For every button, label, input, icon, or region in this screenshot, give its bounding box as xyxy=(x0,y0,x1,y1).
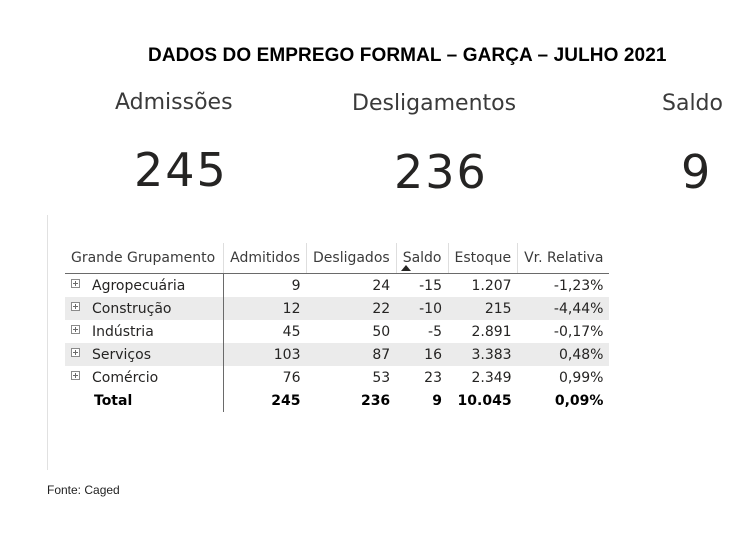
table-row: Indústria 45 50 -5 2.891 -0,17% xyxy=(65,320,609,343)
cell-desligados: 50 xyxy=(372,323,391,340)
total-desligados: 236 xyxy=(360,392,391,409)
kpi-saldo-value: 9 xyxy=(681,145,713,199)
row-label: Indústria xyxy=(92,323,154,340)
total-saldo: 9 xyxy=(432,392,442,409)
cell-desligados: 53 xyxy=(372,369,391,386)
row-label: Comércio xyxy=(92,369,159,386)
row-label: Serviços xyxy=(92,346,151,363)
sort-ascending-icon xyxy=(400,265,411,271)
kpi-desligamentos-label: Desligamentos xyxy=(352,91,517,116)
col-header-vr-relativa[interactable]: Vr. Relativa xyxy=(517,243,610,274)
row-label-cell: Comércio xyxy=(65,366,224,389)
cell-admitidos: 12 xyxy=(223,297,307,320)
cell-estoque: 2.349 xyxy=(471,369,512,386)
cell-vr-relativa: -4,44% xyxy=(517,297,610,320)
cell-estoque: 215 xyxy=(448,297,518,320)
row-label-cell: Agropecuária xyxy=(65,273,224,297)
kpi-admissoes-label: Admissões xyxy=(115,90,233,115)
kpi-admissoes-value: 245 xyxy=(134,143,228,197)
cell-vr-relativa: 0,48% xyxy=(517,343,610,366)
col-header-admitidos[interactable]: Admitidos xyxy=(223,243,307,274)
source-note: Fonte: Caged xyxy=(47,483,120,497)
col-header-saldo[interactable]: Saldo xyxy=(396,243,449,274)
expand-icon[interactable] xyxy=(71,371,80,380)
col-header-grande-grupamento[interactable]: Grande Grupamento xyxy=(65,243,224,274)
col-header-saldo-label: Saldo xyxy=(402,250,442,266)
cell-saldo: 16 xyxy=(396,343,448,366)
col-header-desligados[interactable]: Desligados xyxy=(306,243,397,274)
row-label: Agropecuária xyxy=(92,277,186,294)
kpi-desligamentos-value: 236 xyxy=(394,145,488,199)
total-label: Total xyxy=(65,389,224,412)
cell-saldo: -5 xyxy=(428,323,442,340)
total-vr-relativa: 0,09% xyxy=(554,392,604,409)
table-row: Comércio 76 53 23 2.349 0,99% xyxy=(65,366,609,389)
row-label-cell: Construção xyxy=(65,297,224,320)
cell-desligados: 24 xyxy=(372,277,391,294)
report-title: DADOS DO EMPREGO FORMAL – GARÇA – JULHO … xyxy=(148,45,667,66)
cell-desligados: 87 xyxy=(306,343,397,366)
kpi-saldo-label: Saldo xyxy=(662,91,723,116)
expand-icon[interactable] xyxy=(71,325,80,334)
cell-vr-relativa: -1,23% xyxy=(553,277,604,294)
total-admitidos: 245 xyxy=(271,392,301,409)
total-estoque: 10.045 xyxy=(457,392,512,409)
row-label-cell: Serviços xyxy=(65,343,224,366)
table-row: Serviços 103 87 16 3.383 0,48% xyxy=(65,343,610,366)
expand-icon[interactable] xyxy=(71,302,80,311)
cell-saldo: 23 xyxy=(424,369,442,386)
row-label-cell: Indústria xyxy=(65,320,224,343)
visual-border xyxy=(47,215,48,470)
cell-estoque: 1.207 xyxy=(471,277,512,294)
col-header-estoque[interactable]: Estoque xyxy=(448,243,519,274)
cell-saldo: -15 xyxy=(419,277,442,294)
cell-vr-relativa: -0,17% xyxy=(553,323,604,340)
cell-estoque: 3.383 xyxy=(448,343,518,366)
table-header-row: Grande Grupamento Admitidos Desligados S… xyxy=(65,243,610,274)
employment-matrix-table: Grande Grupamento Admitidos Desligados S… xyxy=(65,243,610,412)
table-row: Agropecuária 9 24 -15 1.207 -1,23% xyxy=(65,273,609,297)
expand-icon[interactable] xyxy=(71,348,80,357)
table-row: Construção 12 22 -10 215 -4,44% xyxy=(65,297,610,320)
cell-desligados: 22 xyxy=(306,297,397,320)
cell-admitidos: 45 xyxy=(282,323,301,340)
cell-admitidos: 76 xyxy=(282,369,301,386)
cell-admitidos: 9 xyxy=(291,277,301,294)
table-total-row: Total 245 236 9 10.045 0,09% xyxy=(65,389,609,412)
cell-vr-relativa: 0,99% xyxy=(558,369,604,386)
cell-saldo: -10 xyxy=(396,297,448,320)
cell-admitidos: 103 xyxy=(223,343,307,366)
cell-estoque: 2.891 xyxy=(471,323,512,340)
expand-icon[interactable] xyxy=(71,279,80,288)
row-label: Construção xyxy=(92,300,172,317)
